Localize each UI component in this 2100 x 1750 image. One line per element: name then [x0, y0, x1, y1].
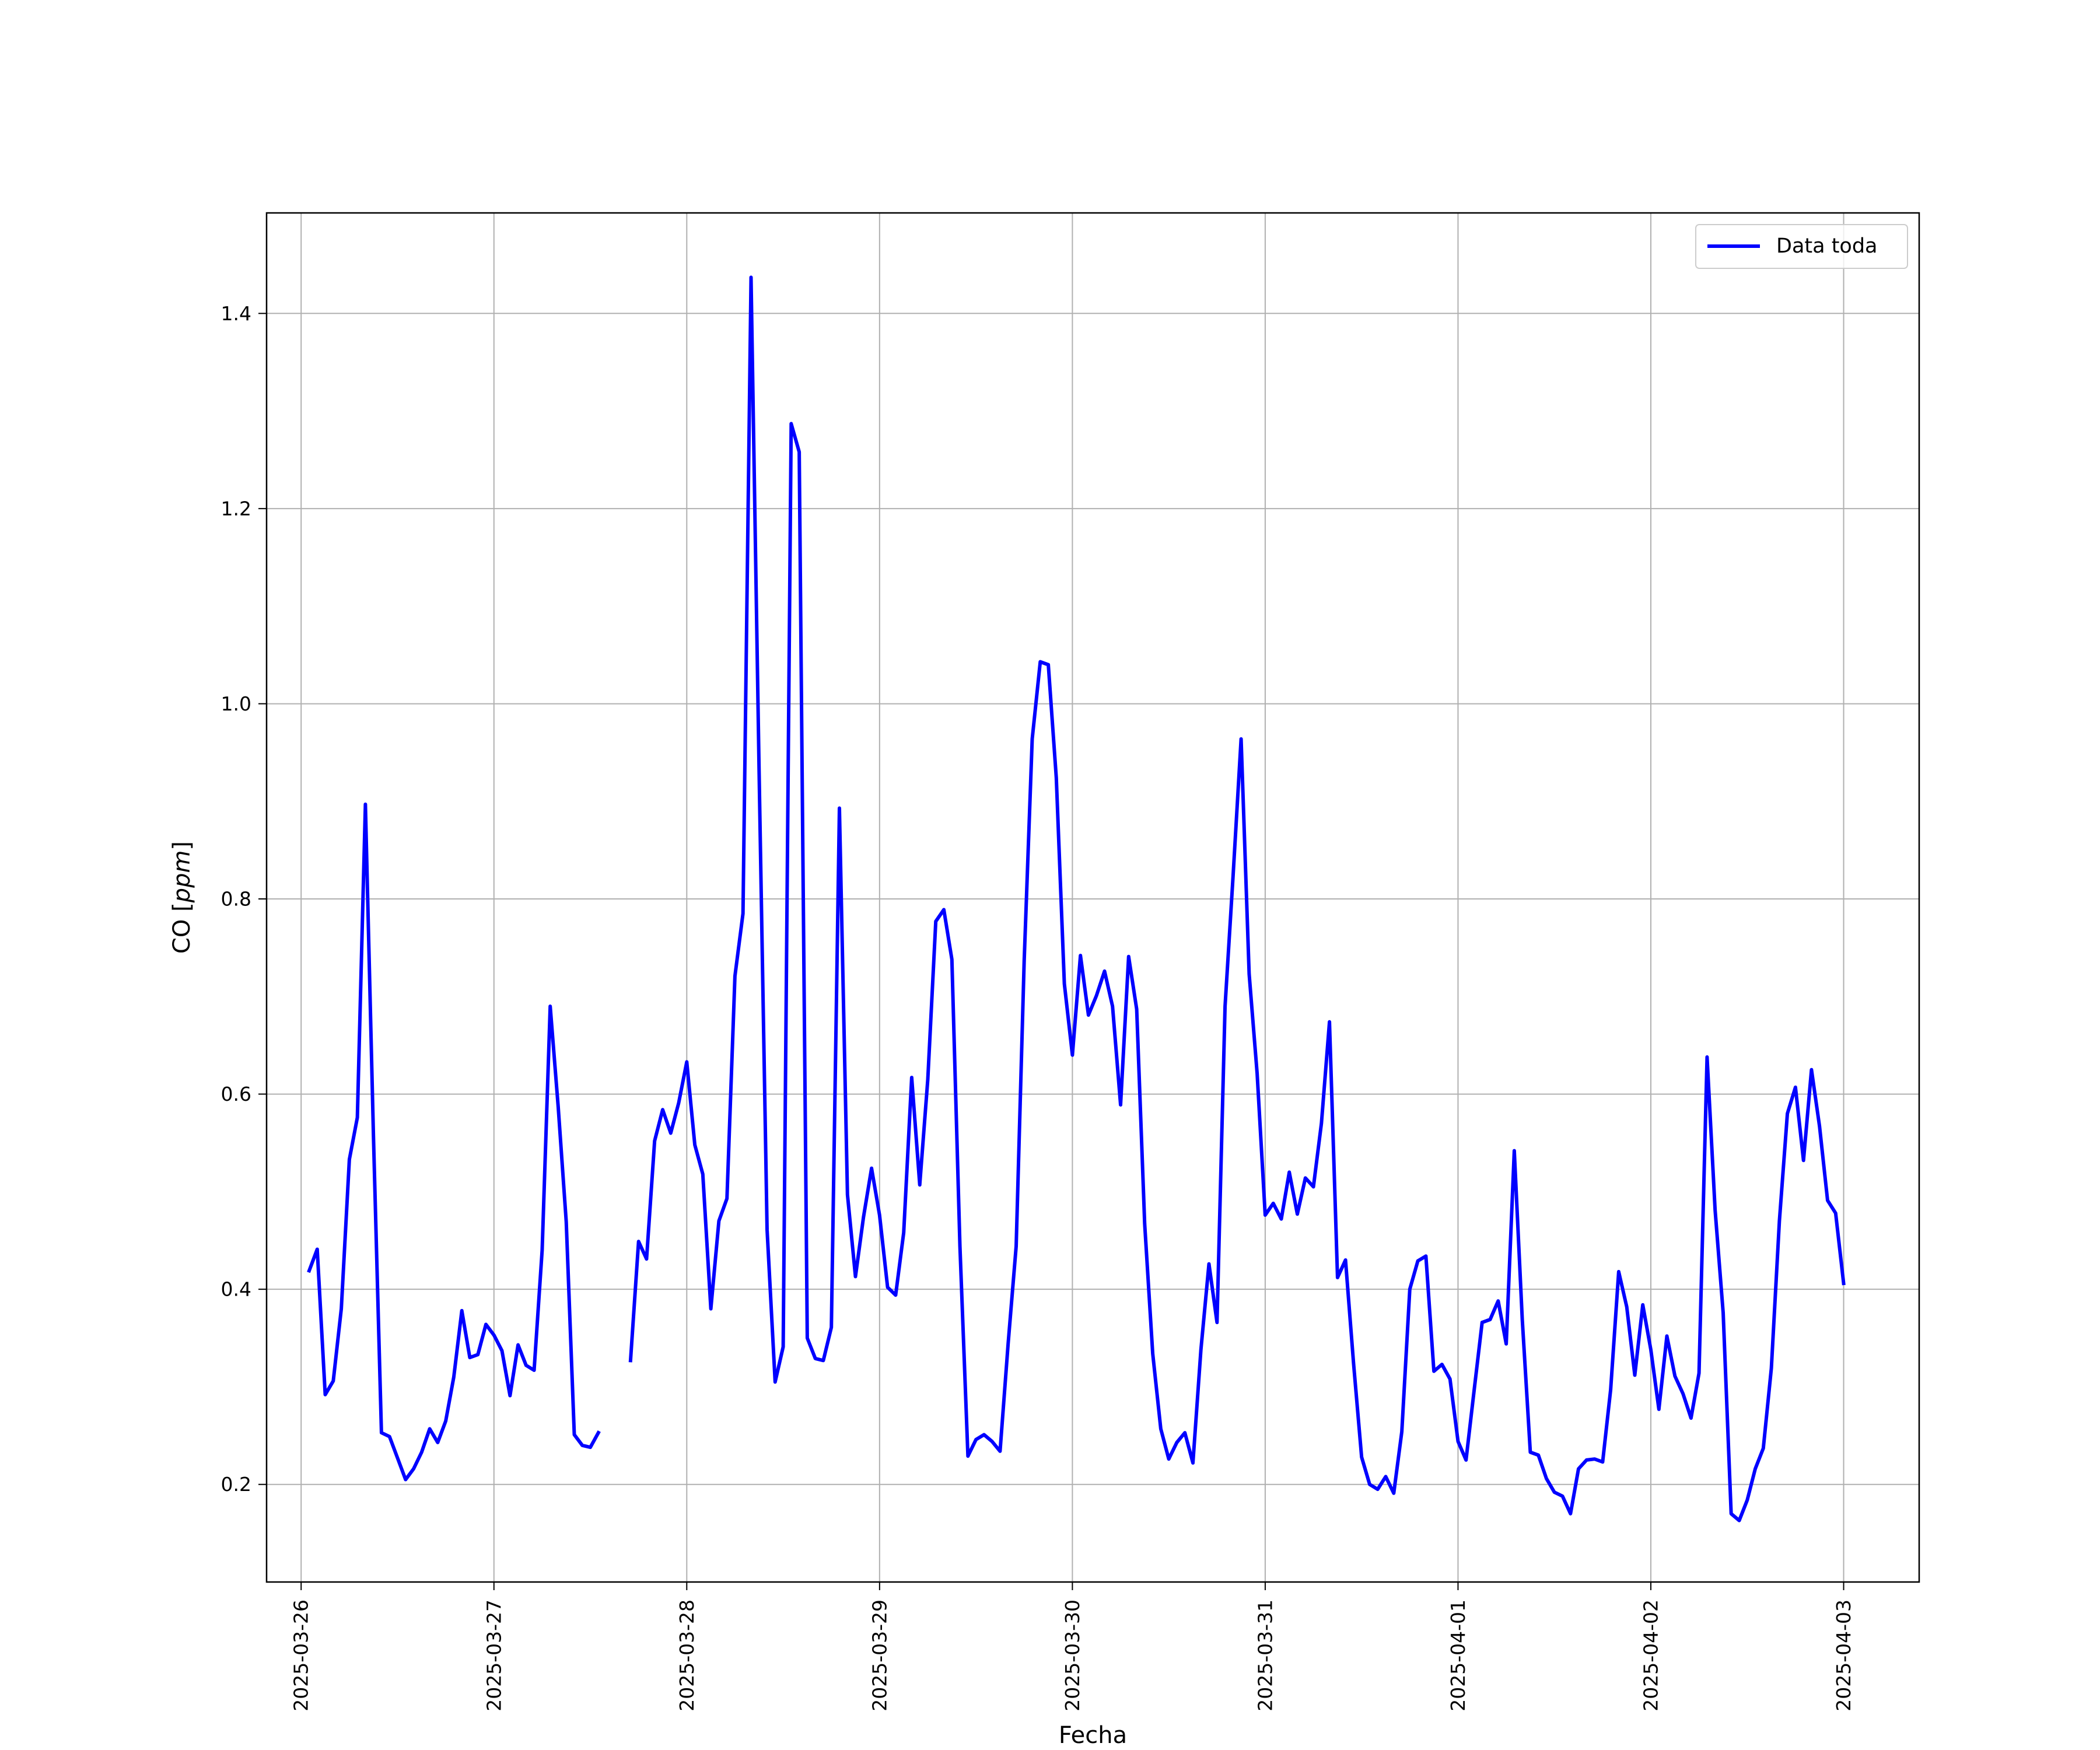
series-line-data-toda	[307, 275, 1846, 1522]
x-tick-label: 2025-03-26	[290, 1600, 313, 1712]
x-tick-label: 2025-03-28	[676, 1600, 698, 1712]
x-tick-label: 2025-03-29	[868, 1600, 891, 1712]
x-tick-label: 2025-03-31	[1254, 1600, 1276, 1712]
x-tick-label: 2025-04-03	[1832, 1600, 1855, 1712]
grid	[267, 213, 1919, 1582]
y-axis-title-prefix: CO [	[169, 902, 195, 954]
y-tick-label: 0.4	[221, 1278, 251, 1301]
legend: Data toda	[1695, 224, 1908, 269]
y-tick-label: 0.2	[221, 1473, 251, 1496]
x-axis: 2025-03-26 2025-03-27 2025-03-28 2025-03-29…	[290, 1582, 1855, 1712]
y-axis-title-unit: ppm	[169, 850, 195, 904]
legend-box	[1695, 224, 1908, 269]
y-tick-label: 1.4	[221, 302, 251, 325]
x-tick-label: 2025-03-27	[482, 1600, 505, 1712]
x-tick-label: 2025-04-02	[1639, 1600, 1662, 1712]
y-tick-label: 0.8	[221, 888, 251, 911]
x-tick-label: 2025-03-30	[1061, 1600, 1084, 1712]
plot-frame	[265, 212, 1920, 1583]
legend-entry: Data toda	[1776, 235, 1878, 258]
x-axis-title: Fecha	[1059, 1722, 1127, 1749]
data-line-layer	[307, 275, 1846, 1522]
y-tick-label: 0.6	[221, 1083, 251, 1105]
y-tick-label: 1.0	[221, 692, 251, 715]
y-axis-title: CO [ppm]	[169, 841, 195, 954]
x-tick-label: 2025-04-01	[1447, 1600, 1469, 1712]
y-axis-title-suffix: ]	[169, 841, 195, 850]
y-tick-label: 1.2	[221, 497, 251, 520]
y-axis: 0.2 0.4 0.6 0.8 1.0 1.2 1.4	[221, 302, 267, 1496]
